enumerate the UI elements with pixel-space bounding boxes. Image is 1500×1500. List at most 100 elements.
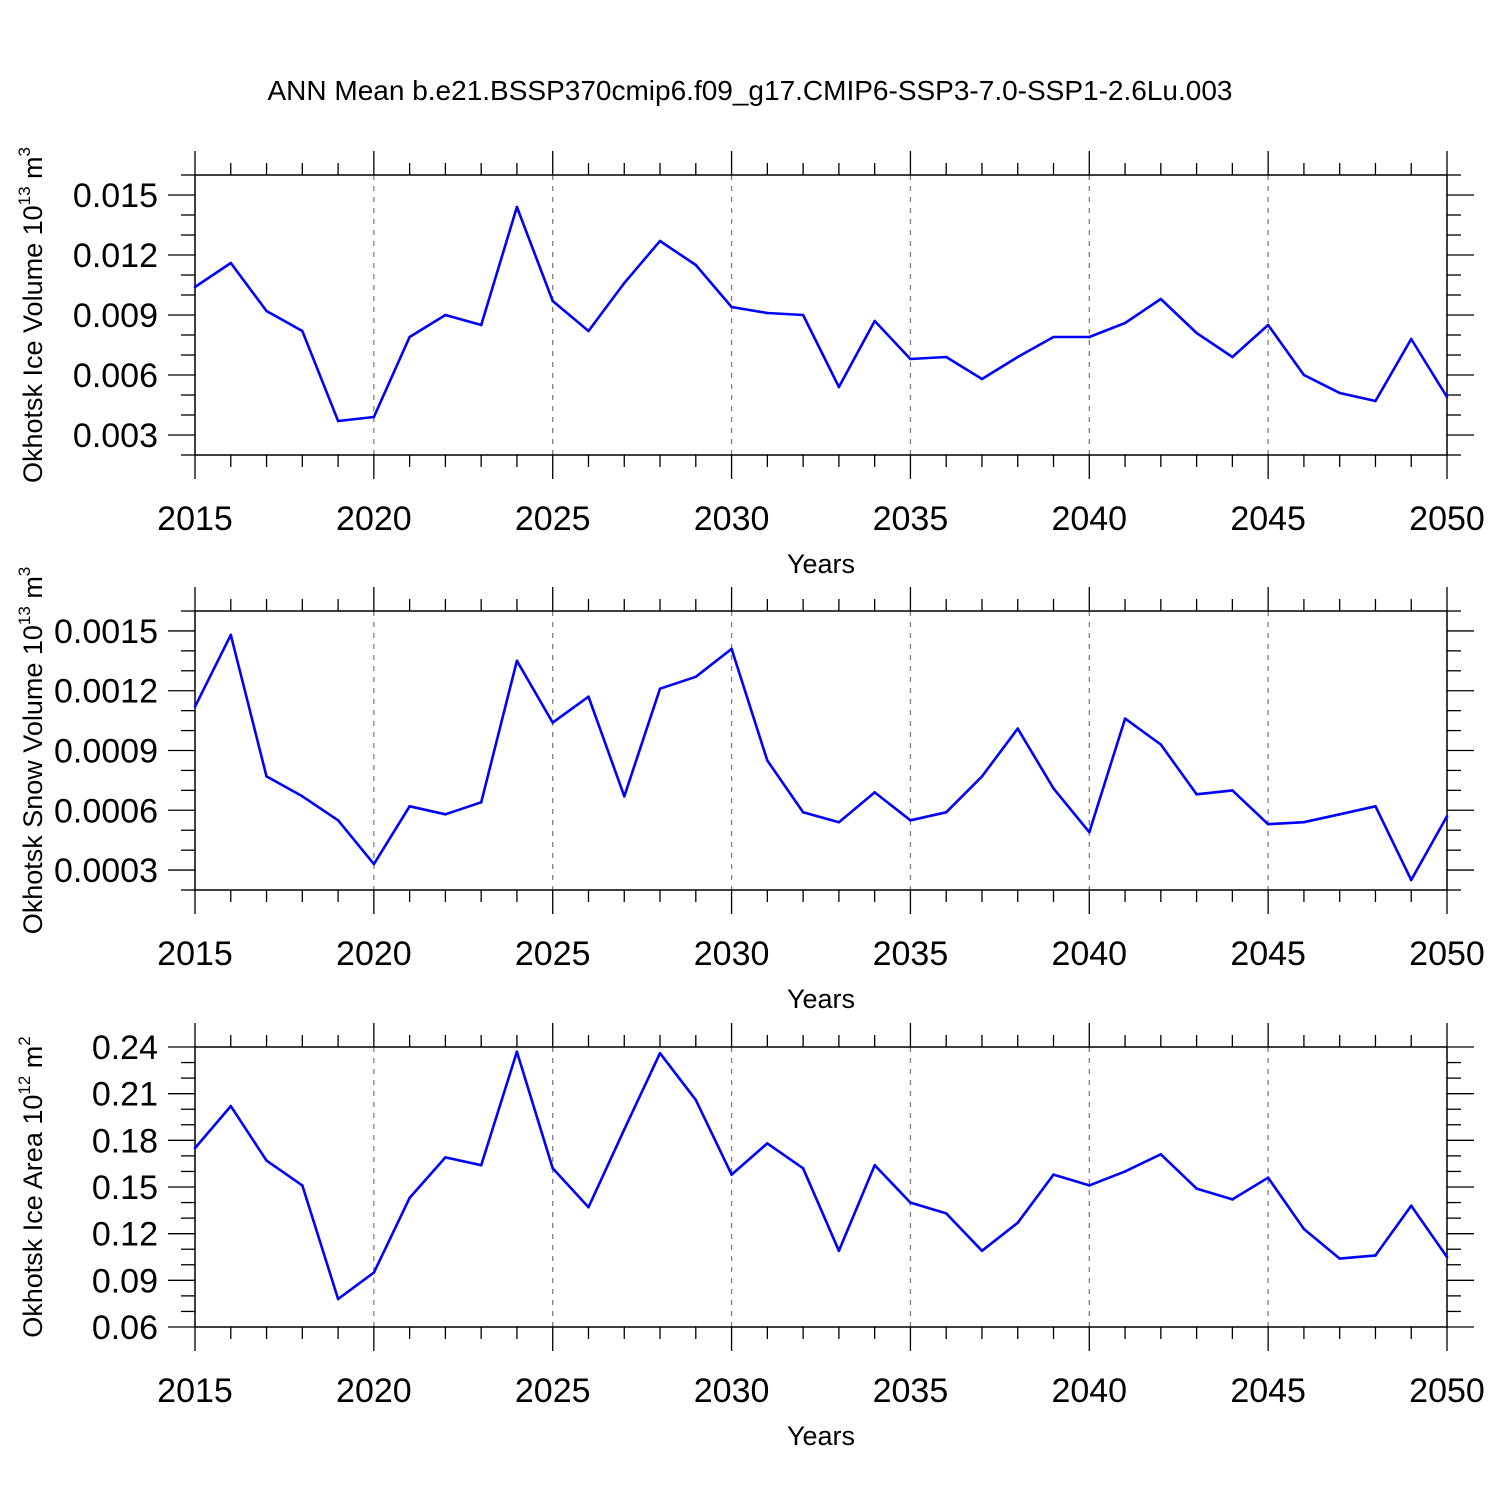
- y-tick-label: 0.003: [73, 417, 158, 455]
- panel-1: 2015 2020 2025 2030 2035 2040 2045 2050 0.003 0.0…: [15, 147, 1485, 579]
- data-point-2025: [551, 299, 555, 303]
- data-point-2037: [980, 377, 984, 381]
- data-point-2026: [587, 329, 590, 333]
- y-tick-label: 0.24: [92, 1029, 158, 1067]
- data-point-2039: [1052, 335, 1055, 339]
- y-axis-label: Okhotsk Ice Volume 1013 m3: [15, 147, 48, 483]
- y-axis-label: Okhotsk Ice Area 1012 m2: [15, 1036, 48, 1338]
- x-axis-label: Years: [787, 549, 855, 579]
- x-tick-label: 2030: [694, 935, 770, 973]
- data-point-2026: [587, 695, 590, 698]
- data-point-2018: [301, 1184, 304, 1187]
- y-tick-label: 0.12: [92, 1216, 158, 1254]
- panels: 2015 2020 2025 2030 2035 2040 2045 2050 0.003 0.0…: [15, 147, 1485, 1451]
- y-tick-label: 0.0006: [54, 792, 158, 830]
- data-point-2015: [193, 705, 197, 708]
- data-point-2041: [1123, 1170, 1127, 1173]
- x-tick-label: 2015: [157, 1372, 233, 1410]
- data-point-2044: [1231, 789, 1234, 792]
- y-tick-label: 0.0012: [54, 673, 158, 711]
- data-point-2045: [1266, 1176, 1270, 1179]
- data-point-2016: [229, 633, 233, 637]
- x-tick-label: 2050: [1409, 1372, 1485, 1410]
- data-point-2034: [873, 791, 876, 794]
- data-point-2044: [1231, 1198, 1234, 1201]
- data-point-2024: [515, 1050, 519, 1053]
- y-tick-label: 0.0003: [54, 852, 158, 890]
- y-tick-label: 0.009: [73, 297, 158, 335]
- figure-title: ANN Mean b.e21.BSSP370cmip6.f09_g17.CMIP…: [267, 75, 1232, 106]
- data-point-2050: [1445, 814, 1449, 818]
- data-point-2017: [265, 775, 268, 778]
- data-point-2023: [479, 1163, 483, 1167]
- x-tick-label: 2015: [157, 500, 233, 538]
- data-point-2043: [1195, 1187, 1198, 1190]
- data-point-2033: [837, 820, 841, 824]
- x-tick-label: 2050: [1409, 500, 1485, 538]
- y-axis-label-unit-exponent: 3: [15, 147, 34, 156]
- plot-frame: [194, 174, 1448, 456]
- x-tick-label: 2030: [694, 1372, 770, 1410]
- y-axis-label-exponent: 13: [15, 186, 34, 205]
- x-tick-label: 2025: [515, 500, 591, 538]
- data-point-2032: [801, 1167, 805, 1170]
- data-point-2035: [909, 357, 912, 361]
- data-point-2046: [1302, 1227, 1306, 1231]
- data-point-2046: [1302, 373, 1306, 377]
- data-point-2031: [766, 759, 769, 762]
- data-point-2049: [1409, 1204, 1413, 1207]
- x-tick-label: 2020: [336, 1372, 412, 1410]
- data-point-2034: [873, 319, 876, 323]
- y-axis-label-unit: m: [18, 156, 48, 186]
- data-point-2040: [1087, 1184, 1091, 1187]
- data-point-2020: [372, 1271, 376, 1274]
- x-axis-label: Years: [787, 984, 855, 1014]
- data-point-2027: [622, 281, 626, 285]
- x-tick-label: 2045: [1230, 1372, 1306, 1410]
- x-tick-label: 2045: [1230, 500, 1306, 538]
- y-axis-label-exponent: 13: [15, 606, 34, 625]
- data-point-2018: [301, 329, 304, 333]
- data-point-2016: [229, 261, 233, 265]
- data-point-2044: [1231, 355, 1234, 359]
- x-tick-label: 2040: [1051, 500, 1127, 538]
- x-tick-label: 2035: [873, 1372, 949, 1410]
- data-point-2019: [336, 1297, 340, 1301]
- y-tick-label: 0.09: [92, 1262, 158, 1300]
- data-point-2047: [1338, 1257, 1341, 1260]
- data-point-2036: [944, 1212, 948, 1215]
- x-tick-label: 2045: [1230, 935, 1306, 973]
- y-tick-label: 0.18: [92, 1122, 158, 1160]
- y-axis-label-exponent: 12: [15, 1076, 34, 1095]
- data-point-2036: [944, 810, 948, 814]
- data-point-2036: [944, 355, 948, 359]
- data-point-2026: [587, 1205, 590, 1209]
- data-point-2027: [622, 1128, 626, 1131]
- data-point-2028: [658, 239, 662, 243]
- data-point-2030: [730, 647, 733, 651]
- x-axis-label: Years: [787, 1421, 855, 1451]
- data-point-2035: [909, 1201, 912, 1204]
- x-tick-label: 2025: [515, 935, 591, 973]
- data-point-2037: [980, 1249, 984, 1253]
- data-point-2019: [336, 419, 340, 423]
- y-axis-label-text: Okhotsk Ice Area 10: [18, 1095, 48, 1338]
- y-axis-label-unit-exponent: 3: [15, 567, 34, 576]
- data-point-2025: [551, 1167, 555, 1170]
- data-point-2030: [730, 305, 733, 309]
- x-tick-label: 2035: [873, 935, 949, 973]
- data-point-2033: [837, 385, 841, 389]
- data-point-2042: [1159, 297, 1163, 301]
- data-point-2028: [658, 1051, 662, 1055]
- x-tick-label: 2020: [336, 935, 412, 973]
- data-point-2031: [766, 1142, 769, 1145]
- y-tick-label: 0.015: [73, 177, 158, 215]
- data-point-2047: [1338, 391, 1341, 395]
- y-axis-label-text: Okhotsk Ice Volume 10: [18, 205, 48, 483]
- y-tick-label: 0.21: [92, 1076, 158, 1114]
- x-tick-label: 2035: [873, 500, 949, 538]
- data-point-2017: [265, 309, 268, 313]
- data-point-2032: [801, 313, 805, 317]
- data-point-2042: [1159, 743, 1163, 746]
- y-axis-label: Okhotsk Snow Volume 1013 m3: [15, 567, 48, 935]
